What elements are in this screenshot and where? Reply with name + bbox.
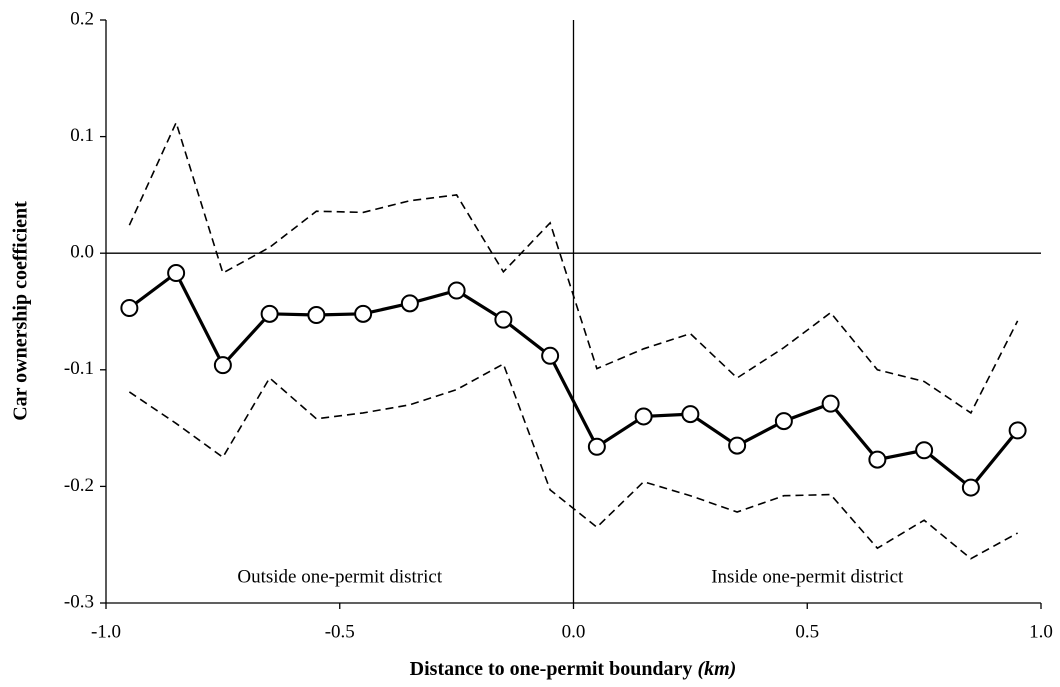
y-tick-label: 0.2: [70, 8, 94, 29]
marker: [634, 407, 653, 426]
marker: [354, 304, 373, 323]
marker: [868, 450, 887, 469]
marker: [213, 356, 232, 375]
x-tick-label: -1.0: [91, 621, 121, 642]
marker: [541, 346, 560, 365]
x-tick-label: 1.0: [1029, 621, 1053, 642]
x-tick-label: 0.5: [795, 621, 819, 642]
y-tick-label: -0.1: [64, 358, 94, 379]
dashed-line: [128, 362, 1019, 560]
y-tick-label: -0.3: [64, 591, 94, 612]
marker: [915, 441, 934, 460]
y-tick-label: 0.0: [70, 242, 94, 263]
marker: [494, 310, 513, 329]
x-axis-title-text: Distance to one-permit boundary: [410, 658, 693, 680]
y-axis-title: Car ownership coefficient: [10, 201, 32, 421]
y-tick-label: -0.2: [64, 475, 94, 496]
marker: [447, 281, 466, 300]
y-tick-label: 0.1: [70, 125, 94, 146]
annotation: Outside one-permit district: [237, 566, 442, 587]
marker: [307, 305, 326, 324]
marker: [167, 264, 186, 283]
marker: [587, 437, 606, 456]
marker: [961, 478, 980, 497]
x-tick-label: -0.5: [325, 621, 355, 642]
marker: [681, 405, 700, 424]
x-tick-label: 0.0: [562, 621, 586, 642]
annotation: Inside one-permit district: [711, 566, 904, 587]
marker: [120, 299, 139, 318]
marker: [821, 394, 840, 413]
marker: [400, 294, 419, 313]
dashed-line: [128, 120, 1019, 415]
marker: [260, 304, 279, 323]
x-axis-unit: (km): [697, 658, 736, 680]
marker: [728, 436, 747, 455]
marker: [1008, 421, 1027, 440]
marker: [774, 412, 793, 431]
x-axis-title: Distance to one-permit boundary (km): [410, 658, 737, 680]
